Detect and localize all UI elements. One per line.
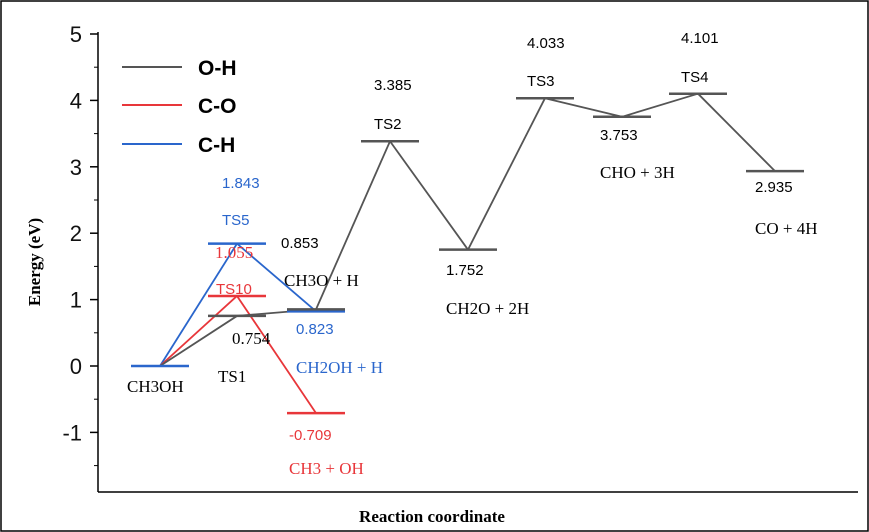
label-ts4: TS4 [681,69,709,86]
value-ch3: -0.709 [289,427,332,444]
path-segment-o-h [467,97,546,251]
label-ch3-oh: CH3 + OH [289,459,364,478]
legend-label-oh: O-H [198,57,237,80]
value-ts5: 1.843 [222,175,260,192]
label-cho-3h: CHO + 3H [600,163,675,182]
y-tick-label: 5 [70,22,82,47]
y-ticks: 5 4 3 2 1 0 -1 [62,22,98,467]
path-segment-o-h [159,315,238,367]
path-segment-o-h [389,140,469,251]
label-ch2oh-h: CH2OH + H [296,358,383,377]
value-ts1: 0.754 [232,329,271,348]
label-ch3oh: CH3OH [127,377,184,396]
value-ts2: 3.385 [374,77,412,94]
label-ts5: TS5 [222,212,250,229]
label-ts1: TS1 [218,367,246,386]
y-tick-label: 4 [70,88,82,113]
y-tick-label: 3 [70,155,82,180]
value-ch2o: 1.752 [446,262,484,279]
label-ch3o-h: CH3O + H [284,271,359,290]
annotations: CH3OH TS1 0.754 1.843 TS5 1.055 TS10 0.8… [127,30,817,478]
y-tick-label: 0 [70,354,82,379]
y-tick-label: -1 [62,420,82,445]
value-ch3o: 0.853 [281,235,319,252]
value-cho: 3.753 [600,127,638,144]
legend-label-co: C-O [198,95,237,118]
value-ts10: 1.055 [215,243,253,262]
energy-levels [131,92,804,415]
value-ch2oh: 0.823 [296,321,334,338]
label-ts3: TS3 [527,73,555,90]
y-axis-title: Energy (eV) [25,218,44,306]
path-segment-o-h [621,92,699,118]
label-ts2: TS2 [374,116,402,133]
path-segment-o-h [544,97,623,118]
path-segment-c-h [159,243,238,367]
path-segment-c-h [236,242,317,313]
label-ts10: TS10 [216,281,252,298]
x-axis-title: Reaction coordinate [359,507,505,526]
legend: O-H C-O C-H [122,57,237,157]
value-ts3: 4.033 [527,35,565,52]
label-co-4h: CO + 4H [755,219,817,238]
value-ts4: 4.101 [681,30,719,47]
y-tick-label: 2 [70,221,82,246]
y-tick-label: 1 [70,288,82,313]
legend-label-ch: C-H [198,134,235,157]
value-co: 2.935 [755,179,793,196]
path-segment-o-h [697,93,776,172]
label-ch2o-2h: CH2O + 2H [446,299,529,318]
path-segment-o-h [315,140,391,310]
path-segment-c-o [159,295,238,367]
